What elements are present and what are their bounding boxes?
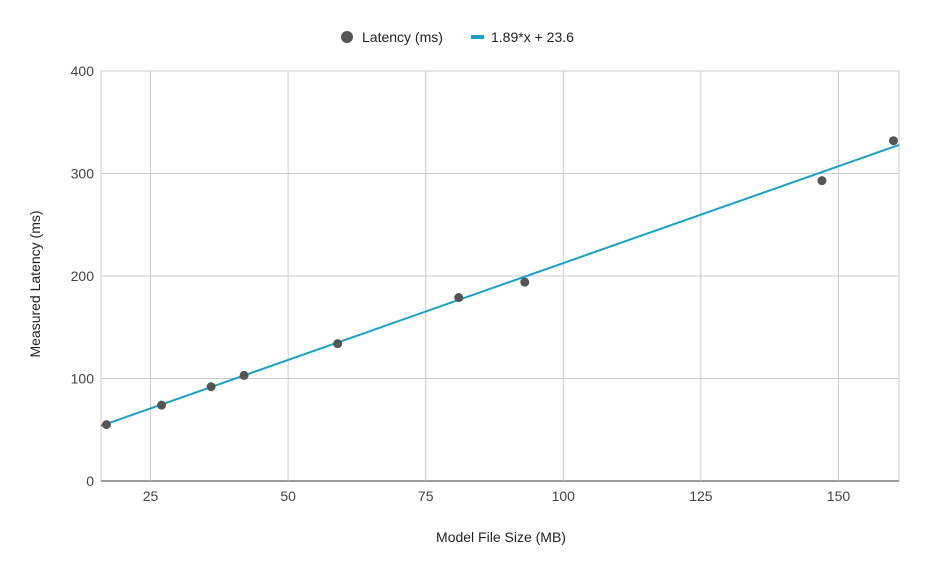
x-axis-title: Model File Size (MB) — [436, 529, 566, 545]
data-point — [102, 420, 112, 430]
legend-label-latency: Latency (ms) — [362, 29, 443, 45]
data-point — [157, 400, 167, 410]
x-tick-label: 25 — [143, 488, 159, 504]
y-axis-title: Measured Latency (ms) — [27, 210, 43, 357]
x-tick-label: 100 — [552, 488, 576, 504]
data-points-layer — [102, 136, 898, 430]
y-tick-label: 200 — [71, 268, 95, 284]
data-point — [520, 277, 530, 287]
y-tick-label: 0 — [86, 473, 94, 489]
y-tick-label: 400 — [71, 63, 95, 79]
y-tick-label: 300 — [71, 166, 95, 182]
legend: Latency (ms) 1.89*x + 23.6 — [341, 29, 574, 45]
data-point — [206, 382, 216, 392]
data-point — [817, 176, 827, 186]
grid — [100, 70, 900, 482]
trendline — [100, 143, 900, 427]
trendline-layer — [100, 143, 900, 427]
y-tick-label: 100 — [71, 371, 95, 387]
x-tick-label: 75 — [418, 488, 434, 504]
legend-label-trendline: 1.89*x + 23.6 — [491, 29, 574, 45]
data-point — [239, 370, 249, 380]
data-point — [888, 136, 898, 146]
x-tick-label: 125 — [689, 488, 713, 504]
x-tick-label: 150 — [827, 488, 851, 504]
x-tick-label: 50 — [280, 488, 296, 504]
data-point — [333, 339, 343, 349]
tick-labels: 0 100 200 300 400 25 50 75 100 125 150 — [71, 63, 851, 504]
data-point — [454, 293, 464, 303]
legend-marker-trendline — [471, 35, 484, 39]
legend-marker-latency — [341, 31, 353, 43]
